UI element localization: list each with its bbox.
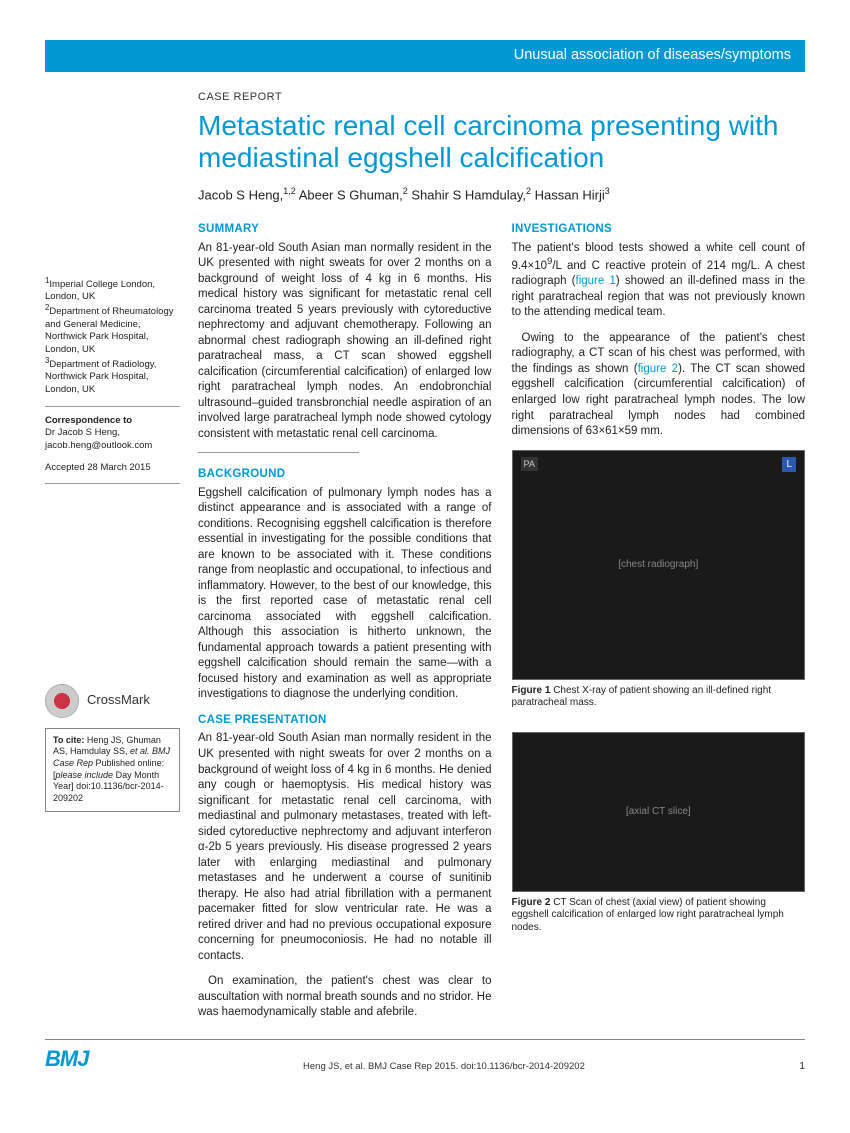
article-title: Metastatic renal cell carcinoma presenti… bbox=[198, 110, 805, 173]
correspondence-block: Correspondence to Dr Jacob S Heng, jacob… bbox=[45, 415, 180, 452]
figure-2-image: [axial CT slice] bbox=[512, 732, 806, 892]
page-footer: BMJ Heng JS, et al. BMJ Case Rep 2015. d… bbox=[45, 1039, 805, 1074]
figure-1-caption: Figure 1 Chest X-ray of patient showing … bbox=[512, 685, 806, 710]
case-heading: CASE PRESENTATION bbox=[198, 713, 492, 729]
article-type-label: CASE REPORT bbox=[198, 90, 805, 105]
case-p2: On examination, the patient's chest was … bbox=[198, 974, 492, 1021]
main-content: CASE REPORT Metastatic renal cell carcin… bbox=[198, 90, 805, 1021]
background-text: Eggshell calcification of pulmonary lymp… bbox=[198, 486, 492, 703]
category-banner: Unusual association of diseases/symptoms bbox=[45, 40, 805, 72]
investigations-p2: Owing to the appearance of the patient's… bbox=[512, 331, 806, 440]
page-number: 1 bbox=[799, 1060, 805, 1074]
figure-1: [chest radiograph] Figure 1 Chest X-ray … bbox=[512, 450, 806, 710]
figure-2-caption: Figure 2 CT Scan of chest (axial view) o… bbox=[512, 897, 806, 935]
sidebar-metadata: 1Imperial College London, London, UK2Dep… bbox=[45, 90, 180, 1021]
bmj-logo: BMJ bbox=[45, 1044, 88, 1074]
figure-2: [axial CT slice] Figure 2 CT Scan of che… bbox=[512, 732, 806, 935]
crossmark-label: CrossMark bbox=[87, 692, 150, 709]
accepted-date: Accepted 28 March 2015 bbox=[45, 462, 180, 474]
case-p1: An 81-year-old South Asian man normally … bbox=[198, 731, 492, 964]
background-heading: BACKGROUND bbox=[198, 467, 492, 483]
summary-text: An 81-year-old South Asian man normally … bbox=[198, 241, 492, 443]
affiliations: 1Imperial College London, London, UK2Dep… bbox=[45, 276, 180, 397]
figure-1-image: [chest radiograph] bbox=[512, 450, 806, 680]
summary-heading: SUMMARY bbox=[198, 222, 492, 238]
investigations-p1: The patient's blood tests showed a white… bbox=[512, 241, 806, 321]
citation-box: To cite: Heng JS, Ghuman AS, Hamdulay SS… bbox=[45, 728, 180, 812]
crossmark-badge[interactable]: CrossMark bbox=[45, 684, 180, 718]
author-list: Jacob S Heng,1,2 Abeer S Ghuman,2 Shahir… bbox=[198, 185, 805, 204]
investigations-heading: INVESTIGATIONS bbox=[512, 222, 806, 238]
left-text-column: SUMMARY An 81-year-old South Asian man n… bbox=[198, 222, 492, 1021]
crossmark-icon bbox=[45, 684, 79, 718]
footer-citation: Heng JS, et al. BMJ Case Rep 2015. doi:1… bbox=[303, 1061, 585, 1074]
right-text-column: INVESTIGATIONS The patient's blood tests… bbox=[512, 222, 806, 1021]
